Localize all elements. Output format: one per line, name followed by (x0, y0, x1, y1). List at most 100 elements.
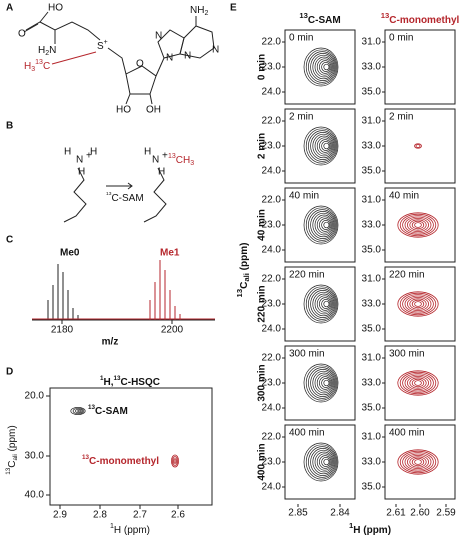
imidazole (157, 29, 185, 59)
chain (143, 167, 167, 223)
atom: N (152, 155, 159, 166)
contour (312, 370, 335, 396)
x-tick-label: 2180 (51, 325, 74, 336)
time-label: 220 min (289, 270, 325, 281)
text-part: C-monomethyl (89, 456, 159, 467)
text-part: 13 (82, 454, 90, 461)
contour (321, 299, 331, 309)
text-part: 13 (5, 467, 12, 475)
text-part: + (104, 39, 108, 46)
contour (316, 453, 333, 471)
bond (125, 93, 131, 105)
y-tick-label: 30.0 (25, 451, 45, 462)
time-label: 40 min (289, 191, 319, 202)
contour (399, 450, 437, 474)
contour (303, 284, 339, 324)
contour (399, 292, 437, 316)
time-label: 0 min (289, 33, 313, 44)
y-tick-label: 31.0 (362, 432, 382, 443)
column-header: 13C-SAM (299, 11, 340, 26)
row-label: 2 min (257, 133, 268, 159)
row-label: 400 min (257, 443, 268, 480)
contour (397, 291, 439, 317)
y-tick-label: 23.0 (262, 62, 282, 73)
contour (72, 407, 85, 415)
time-label: 300 min (289, 349, 325, 360)
atom: HO (48, 3, 63, 14)
bond (107, 47, 127, 75)
contour (409, 377, 427, 389)
text-part: 13 (88, 404, 96, 411)
x-tick-label: 2.84 (330, 508, 350, 519)
time-label: 40 min (389, 191, 419, 202)
x-tick-label: 2.85 (288, 508, 308, 519)
x-tick-label: 2.60 (410, 508, 430, 519)
contour (305, 444, 338, 480)
contour (310, 132, 336, 160)
y-tick-label: 22.0 (262, 195, 282, 206)
atom: S+ (97, 39, 108, 52)
contour (409, 456, 427, 468)
atom: N (76, 155, 83, 166)
contour (402, 452, 434, 472)
y-tick-label: 23.0 (262, 220, 282, 231)
atom: N (166, 53, 173, 64)
text-part: 2 (204, 10, 208, 17)
text-part: CH (176, 155, 190, 166)
contour (414, 301, 422, 307)
atom: H (78, 167, 85, 178)
contour (314, 56, 334, 78)
panel-label: D (6, 367, 13, 378)
contour (75, 408, 83, 414)
atom: H (158, 167, 165, 178)
contour (303, 205, 339, 245)
contour (312, 449, 335, 475)
contour (409, 298, 427, 310)
contour (321, 62, 331, 72)
text-part: 1 (349, 521, 354, 530)
contour (323, 142, 330, 150)
bond (51, 51, 97, 65)
atom: 13CH3 (168, 153, 194, 167)
y-tick-label: 24.0 (262, 245, 282, 256)
bond (155, 57, 165, 77)
chain (63, 167, 87, 223)
text-part: H (38, 45, 45, 56)
contour (305, 49, 338, 85)
contour (406, 217, 429, 232)
contour (321, 220, 331, 230)
text-part: 3 (190, 160, 194, 167)
contour (316, 295, 333, 313)
row-label: 0 min (257, 54, 268, 80)
contour (404, 453, 432, 471)
arrow-head (127, 182, 133, 190)
time-label: 2 min (289, 112, 313, 123)
contour (319, 139, 332, 153)
bond (149, 93, 153, 105)
contour (173, 459, 177, 463)
x-tick-label: 2.9 (53, 510, 67, 521)
contour (305, 128, 338, 164)
contour (314, 293, 334, 315)
atom: + (162, 151, 168, 162)
atom: + (86, 151, 92, 162)
contour (316, 216, 333, 234)
x-tick-label: 2.6 (171, 510, 185, 521)
contour (404, 374, 432, 392)
x-axis-label: 1H (ppm) (349, 521, 391, 536)
y-tick-label: 33.0 (362, 141, 382, 152)
y-tick-label: 23.0 (262, 299, 282, 310)
atom: HO (116, 105, 131, 116)
y-tick-label: 23.0 (262, 141, 282, 152)
contour (414, 222, 422, 228)
peak-label: Me0 (60, 248, 80, 259)
contour (397, 449, 439, 475)
y-tick-label: 24.0 (262, 324, 282, 335)
text-part: H (ppm) (114, 525, 150, 536)
time-label: 400 min (289, 428, 325, 439)
text-part: 13 (106, 191, 112, 197)
text-part: 13 (35, 59, 43, 66)
contour (406, 454, 429, 469)
y-tick-label: 23.0 (262, 378, 282, 389)
y-tick-label: 22.0 (262, 116, 282, 127)
